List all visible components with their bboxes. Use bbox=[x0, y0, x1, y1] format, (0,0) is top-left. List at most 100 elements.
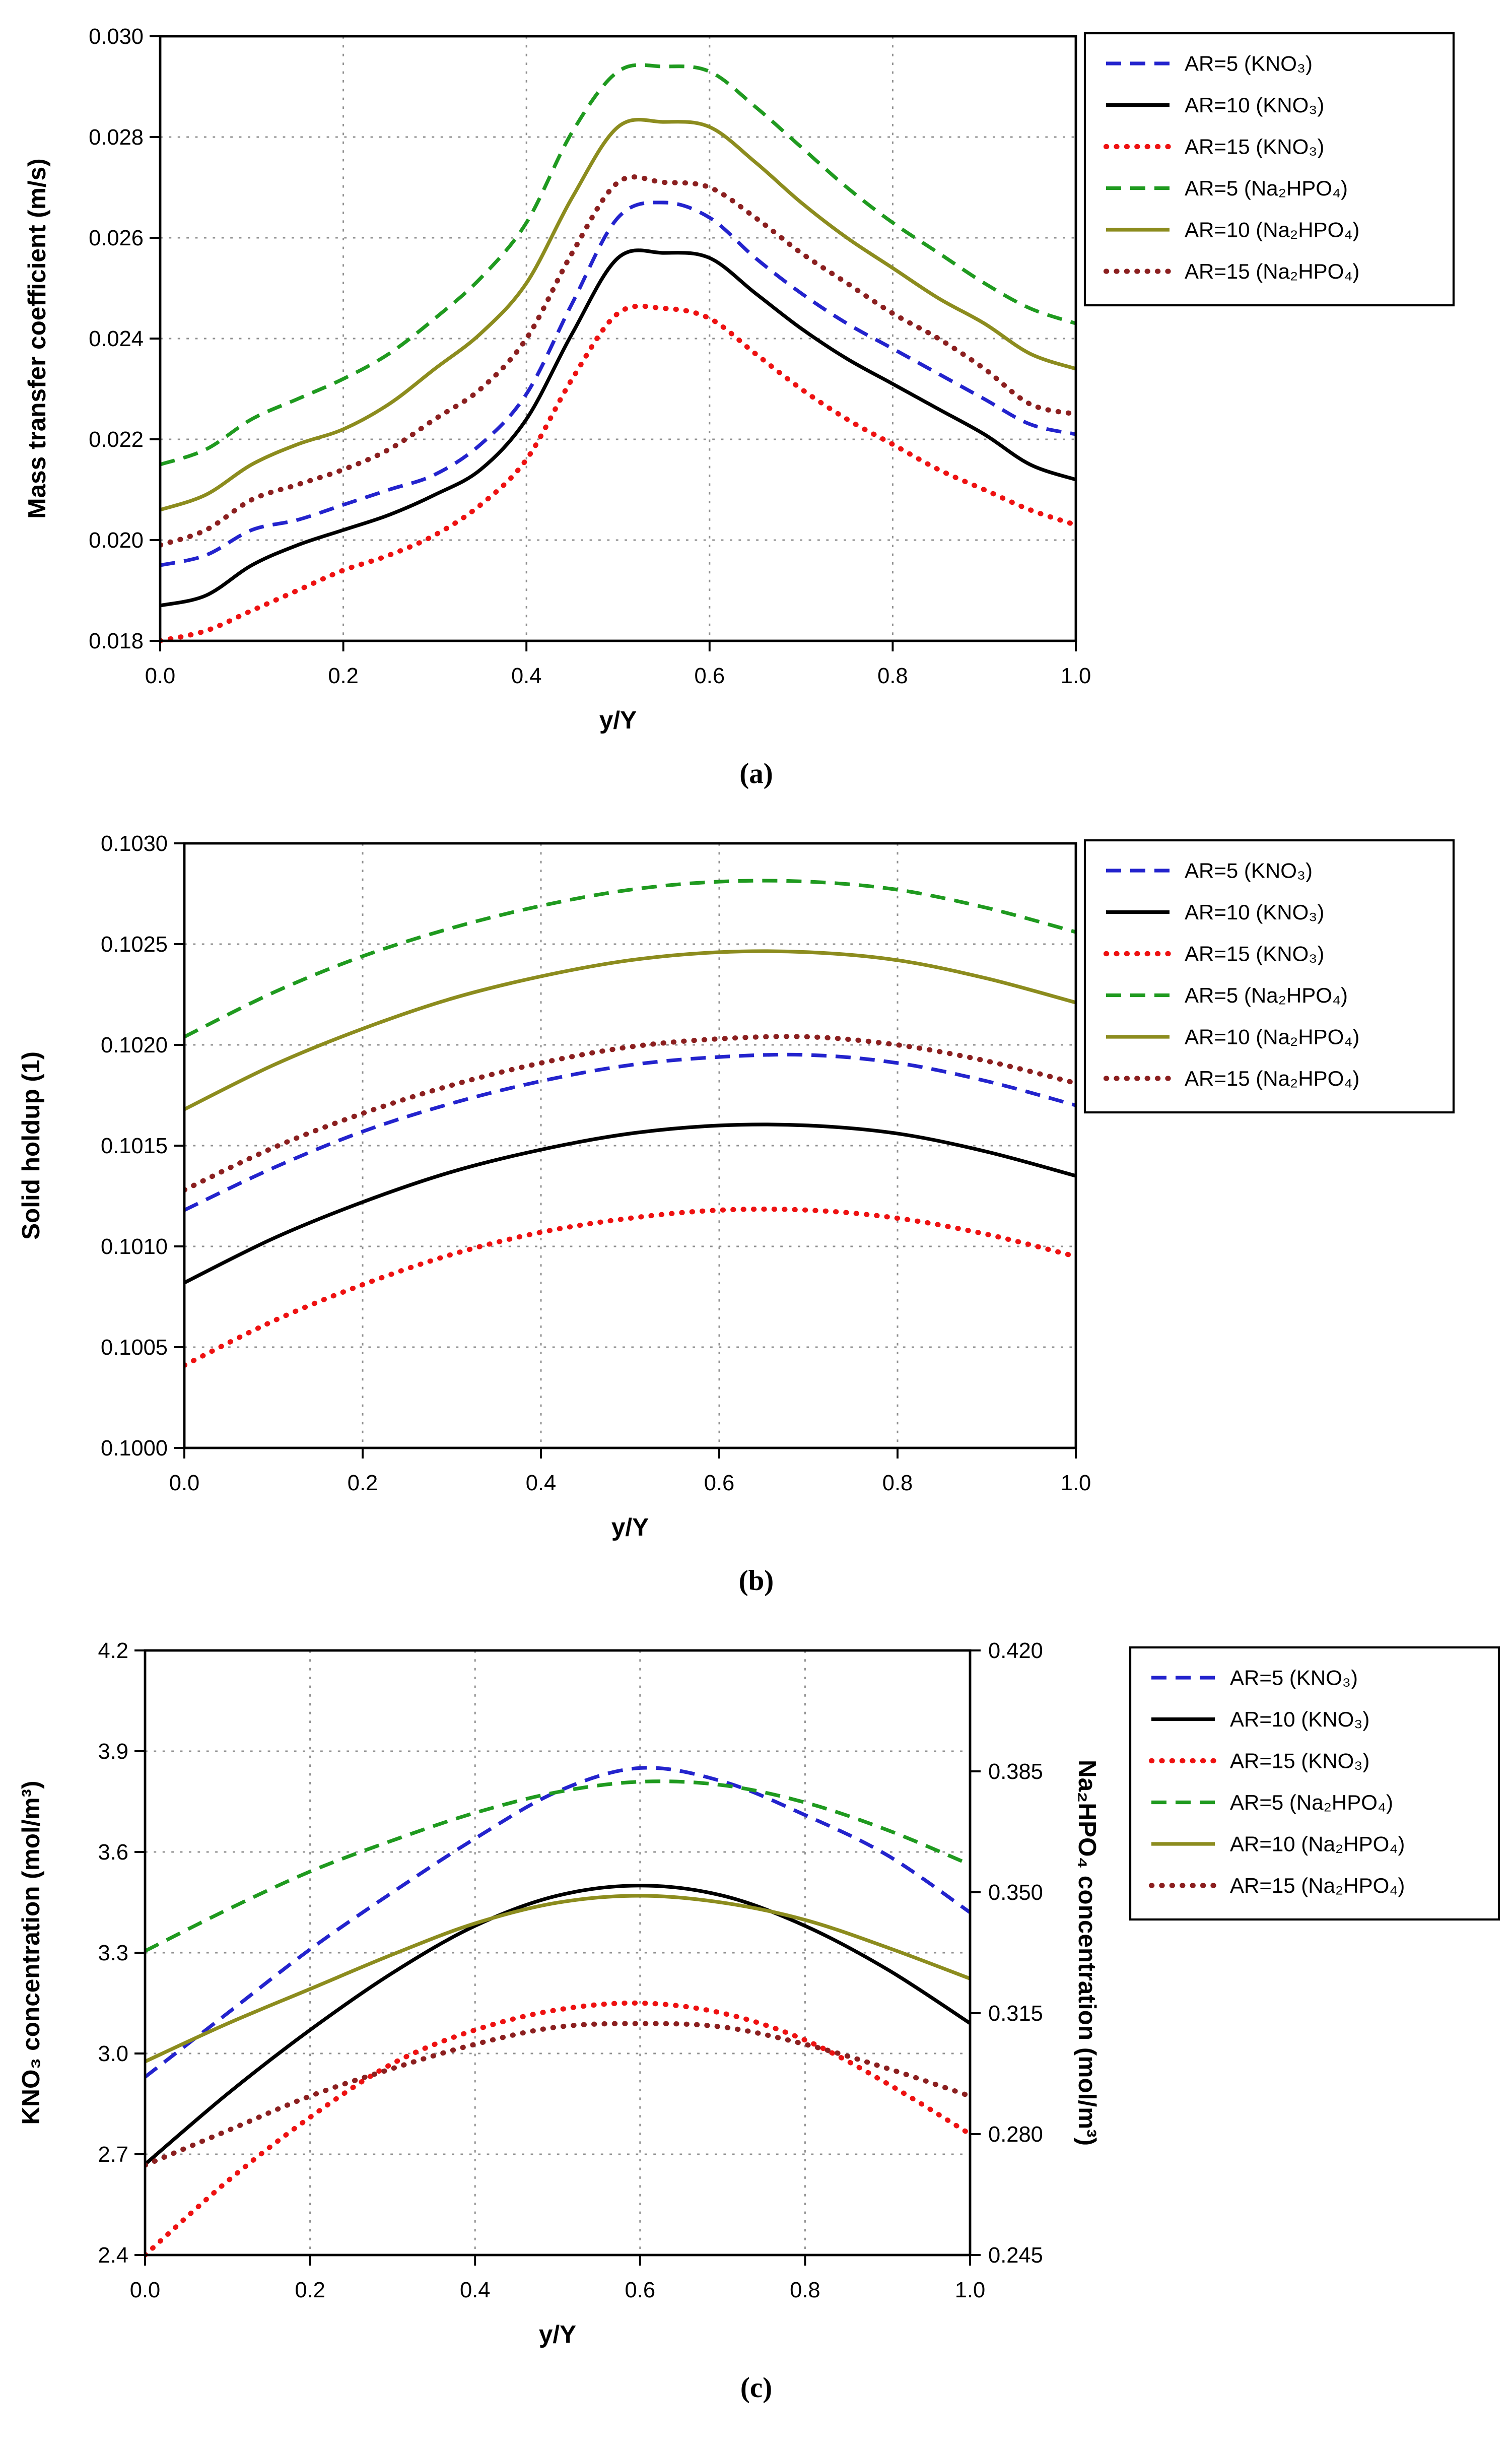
series-line-2 bbox=[184, 1206, 1076, 1368]
legend-label: AR=5 (Na₂HPO₄) bbox=[1185, 983, 1348, 1007]
x-tick-label: 0.0 bbox=[130, 2278, 160, 2302]
legend-label: AR=15 (Na₂HPO₄) bbox=[1185, 259, 1359, 283]
legend-box: AR=5 (KNO₃) AR=10 (KNO₃) AR=15 (KNO₃) AR=5 … bbox=[1083, 32, 1455, 307]
chart-b-svg: 0.0 0.2 0.4 0.6 0.8 1.0 0.1000 0.1005 0.1010 0.10… bbox=[17, 832, 1455, 1541]
legend-label: AR=10 (Na₂HPO₄) bbox=[1185, 1025, 1359, 1049]
y2-tick-label: 0.385 bbox=[988, 1760, 1043, 1784]
legend-item: AR=10 (Na₂HPO₄) bbox=[1151, 1832, 1405, 1856]
legend-label: AR=15 (Na₂HPO₄) bbox=[1185, 1067, 1359, 1090]
series-group bbox=[160, 63, 1076, 644]
legend-item: AR=15 (Na₂HPO₄) bbox=[1103, 1067, 1359, 1090]
legend-item: AR=5 (KNO₃) bbox=[1106, 859, 1313, 883]
y-tick-label: 0.022 bbox=[89, 428, 144, 452]
y2-tick-label: 0.280 bbox=[988, 2123, 1043, 2147]
legend-item: AR=15 (KNO₃) bbox=[1103, 942, 1324, 966]
series-group bbox=[145, 1766, 970, 2258]
x-axis-title: y/Y bbox=[611, 1513, 649, 1541]
legend-item: AR=5 (Na₂HPO₄) bbox=[1106, 983, 1348, 1007]
chart-c-block: 0.0 0.2 0.4 0.6 0.8 1.0 2.4 2.7 3.0 3.3 3.6 3.9 4.2 0… bbox=[0, 1626, 1512, 2409]
series-line-2 bbox=[145, 2000, 970, 2258]
legend-item: AR=15 (Na₂HPO₄) bbox=[1148, 1874, 1405, 1897]
legend-item: AR=10 (KNO₃) bbox=[1106, 900, 1324, 924]
legend-border bbox=[1129, 1646, 1500, 1921]
legend-item: AR=5 (Na₂HPO₄) bbox=[1151, 1791, 1393, 1814]
gridlines bbox=[144, 1649, 971, 2256]
legend-item: AR=5 (KNO₃) bbox=[1151, 1666, 1358, 1690]
y-tick-label: 0.020 bbox=[89, 528, 144, 553]
legend-item: AR=15 (KNO₃) bbox=[1103, 135, 1324, 159]
x-axis-title: y/Y bbox=[599, 706, 637, 734]
legend-label: AR=5 (KNO₃) bbox=[1230, 1666, 1358, 1690]
y-tick-label: 0.028 bbox=[89, 125, 144, 150]
legend-item: AR=5 (KNO₃) bbox=[1106, 52, 1313, 76]
y-tick-label: 0.030 bbox=[89, 25, 144, 49]
x-tick-label: 0.8 bbox=[882, 1471, 913, 1495]
series-line-3 bbox=[145, 1779, 970, 1953]
series-line-0 bbox=[184, 1052, 1076, 1212]
y2-axis-title: Na₂HPO₄ concentration (mol/m³) bbox=[1073, 1760, 1101, 2146]
legend-item: AR=10 (Na₂HPO₄) bbox=[1106, 1025, 1359, 1049]
series-line-1 bbox=[160, 248, 1076, 608]
legend-label: AR=5 (Na₂HPO₄) bbox=[1185, 176, 1348, 200]
x-tick-label: 1.0 bbox=[1061, 1471, 1091, 1495]
series-line-3 bbox=[184, 879, 1076, 1039]
x-tick-label: 0.8 bbox=[877, 664, 908, 688]
x-tick-label: 0.4 bbox=[526, 1471, 556, 1495]
caption-a: (a) bbox=[739, 759, 773, 790]
axes bbox=[134, 1649, 981, 2266]
y-tick-label: 4.2 bbox=[98, 1639, 128, 1663]
y-tick-label: 3.9 bbox=[98, 1740, 128, 1764]
y-axis-title: Solid holdup (1) bbox=[17, 1051, 45, 1240]
y-tick-label: 3.0 bbox=[98, 2042, 128, 2066]
series-group bbox=[184, 879, 1076, 1368]
legend-box: AR=5 (KNO₃) AR=10 (KNO₃) AR=15 (KNO₃) AR=5 … bbox=[1083, 839, 1455, 1114]
x-tick-label: 0.2 bbox=[295, 2278, 325, 2302]
y2-tick-label: 0.420 bbox=[988, 1639, 1043, 1663]
y-tick-label: 0.1000 bbox=[101, 1436, 168, 1461]
series-line-1 bbox=[145, 1884, 970, 2166]
y-tick-label: 2.4 bbox=[98, 2243, 128, 2268]
legend-item: AR=10 (KNO₃) bbox=[1106, 93, 1324, 117]
caption-b: (b) bbox=[738, 1566, 774, 1598]
legend-label: AR=5 (KNO₃) bbox=[1185, 52, 1313, 76]
chart-c-svg: 0.0 0.2 0.4 0.6 0.8 1.0 2.4 2.7 3.0 3.3 3.6 3.9 4.2 0… bbox=[17, 1639, 1500, 2348]
series-line-5 bbox=[145, 2021, 970, 2168]
y-tick-label: 0.1030 bbox=[101, 832, 168, 856]
tick-labels: 0.0 0.2 0.4 0.6 0.8 1.0 2.4 2.7 3.0 3.3 3.6 3.9 4.2 0… bbox=[98, 1639, 1043, 2302]
x-tick-label: 0.0 bbox=[145, 664, 175, 688]
series-line-4 bbox=[184, 949, 1076, 1111]
legend-label: AR=10 (Na₂HPO₄) bbox=[1185, 218, 1359, 242]
chart-b-block: 0.0 0.2 0.4 0.6 0.8 1.0 0.1000 0.1005 0.1010 0.10… bbox=[0, 819, 1512, 1602]
tick-labels: 0.0 0.2 0.4 0.6 0.8 1.0 0.018 0.020 0.022 0.024 0.… bbox=[89, 25, 1091, 688]
legend-label: AR=15 (KNO₃) bbox=[1185, 135, 1324, 159]
x-tick-label: 1.0 bbox=[955, 2278, 985, 2302]
series-line-4 bbox=[160, 117, 1076, 512]
legend-label: AR=10 (Na₂HPO₄) bbox=[1230, 1832, 1405, 1856]
y-tick-label: 0.1020 bbox=[101, 1033, 168, 1057]
y2-tick-label: 0.350 bbox=[988, 1881, 1043, 1905]
x-tick-label: 0.4 bbox=[460, 2278, 490, 2302]
y-tick-label: 3.6 bbox=[98, 1840, 128, 1865]
y-tick-label: 0.1010 bbox=[101, 1235, 168, 1259]
tick-labels: 0.0 0.2 0.4 0.6 0.8 1.0 0.1000 0.1005 0.1010 0.10… bbox=[101, 832, 1091, 1495]
gridlines bbox=[183, 842, 1077, 1449]
x-tick-label: 0.2 bbox=[328, 664, 358, 688]
legend-box: AR=5 (KNO₃) AR=10 (KNO₃) AR=15 (KNO₃) AR=5 … bbox=[1129, 1646, 1500, 1921]
legend-item: AR=5 (Na₂HPO₄) bbox=[1106, 176, 1348, 200]
series-line-2 bbox=[160, 303, 1076, 644]
y2-tick-label: 0.315 bbox=[988, 2002, 1043, 2026]
y-tick-label: 3.3 bbox=[98, 1941, 128, 1965]
axes bbox=[174, 842, 1077, 1459]
legend-item: AR=15 (KNO₃) bbox=[1148, 1749, 1369, 1773]
caption-c: (c) bbox=[740, 2373, 773, 2405]
series-line-5 bbox=[160, 174, 1076, 548]
x-axis-title: y/Y bbox=[539, 2321, 576, 2348]
chart-a-svg: 0.0 0.2 0.4 0.6 0.8 1.0 0.018 0.020 0.022 0.024 0.… bbox=[23, 25, 1455, 734]
series-line-3 bbox=[160, 63, 1076, 467]
y-tick-label: 0.024 bbox=[89, 327, 144, 351]
series-line-1 bbox=[184, 1122, 1076, 1285]
legend-border bbox=[1083, 839, 1455, 1114]
legend-item: AR=10 (Na₂HPO₄) bbox=[1106, 218, 1359, 242]
legend-label: AR=15 (KNO₃) bbox=[1230, 1749, 1369, 1773]
